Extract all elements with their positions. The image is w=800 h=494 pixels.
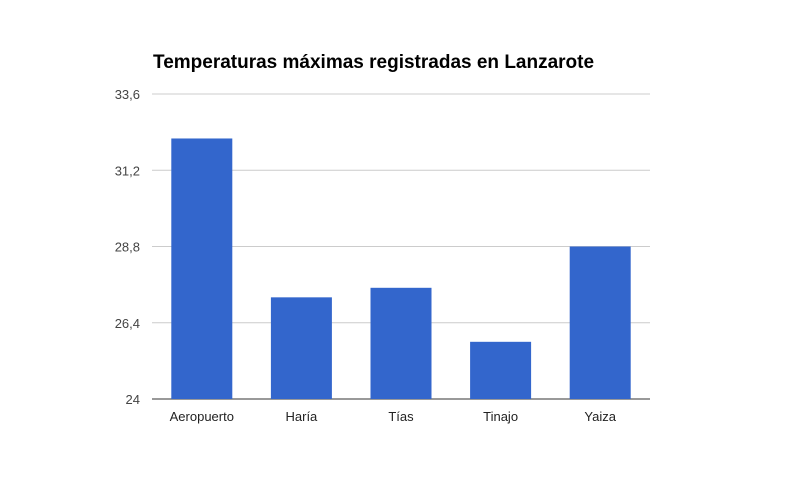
x-tick-label: Yaiza bbox=[584, 409, 616, 424]
y-axis-ticks: 24 26,4 28,8 31,2 33,6 bbox=[115, 87, 140, 407]
x-axis-labels: Aeropuerto Haría Tías Tinajo Yaiza bbox=[170, 409, 617, 424]
bars bbox=[171, 138, 631, 400]
bar-2[interactable] bbox=[270, 297, 332, 399]
y-tick-label: 26,4 bbox=[115, 316, 140, 331]
y-tick-label: 31,2 bbox=[115, 163, 140, 178]
gridlines bbox=[152, 93, 650, 400]
y-tick-label: 33,6 bbox=[115, 87, 140, 102]
y-tick-label: 28,8 bbox=[115, 240, 140, 255]
x-tick-label: Haría bbox=[286, 409, 319, 424]
x-tick-label: Aeropuerto bbox=[170, 409, 234, 424]
bar-1[interactable] bbox=[171, 138, 233, 399]
y-tick-label: 24 bbox=[126, 392, 140, 407]
x-tick-label: Tías bbox=[388, 409, 414, 424]
bar-4[interactable] bbox=[470, 341, 532, 399]
x-tick-label: Tinajo bbox=[483, 409, 518, 424]
chart-title: Temperaturas máximas registradas en Lanz… bbox=[153, 52, 594, 73]
bar-5[interactable] bbox=[569, 246, 631, 400]
bar-3[interactable] bbox=[370, 287, 432, 399]
